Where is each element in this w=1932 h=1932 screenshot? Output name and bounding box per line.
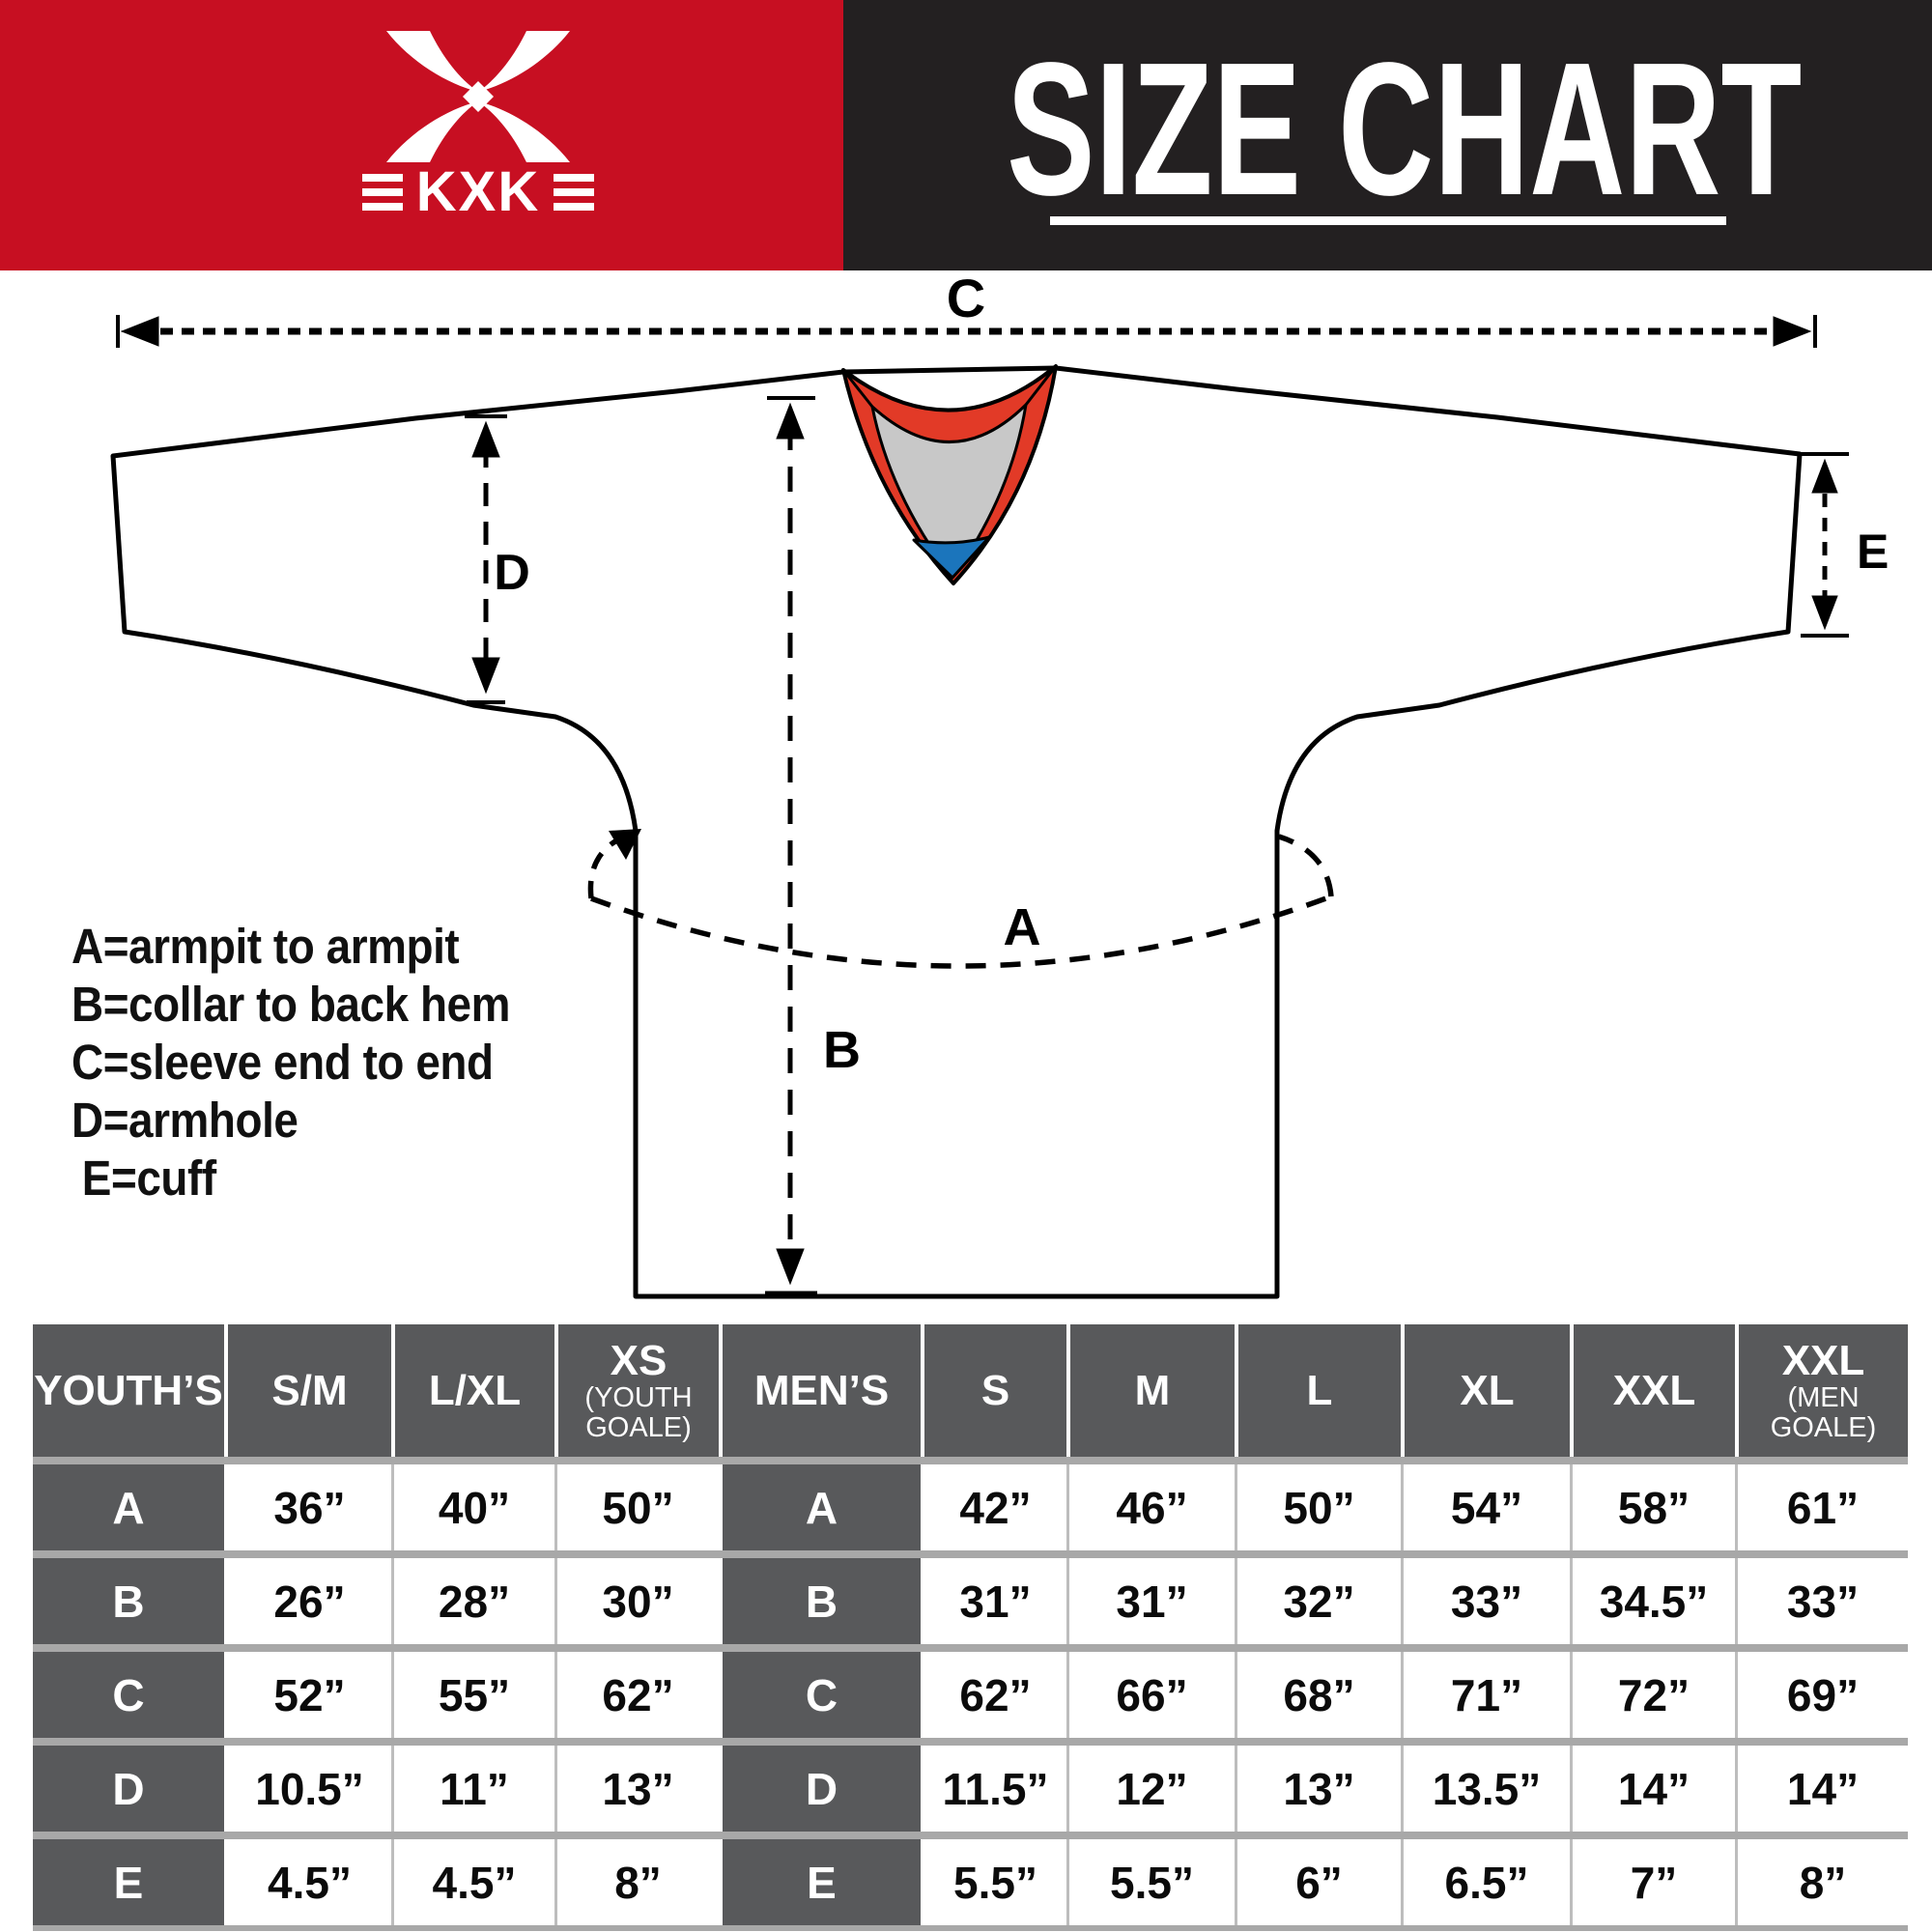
cell-youth-sm-d: 10.5” [224,1746,391,1832]
cell-youth-sm-e: 4.5” [224,1839,391,1925]
cell-men-xxl-c: 72” [1570,1652,1735,1738]
cell-youth-xs-a: 50” [554,1464,719,1550]
cell-men-l-d: 13” [1235,1746,1401,1832]
cell-men-s-d: 11.5” [921,1746,1066,1832]
cell-youth-xs-b: 30” [554,1558,719,1644]
collar-blue-tip [912,535,991,580]
legend-line-a: A=armpit to armpit [71,919,460,974]
cell-men-s-e: 5.5” [921,1839,1066,1925]
cell-men-xxl-d: 14” [1570,1746,1735,1832]
measure-arrow-b [765,396,817,1296]
cell-men-s-b: 31” [921,1558,1066,1644]
cell-youth-xs-d: 13” [554,1746,719,1832]
cell-youth-lxl-d: 11” [391,1746,554,1832]
col-header-l: L [1235,1324,1401,1457]
legend-line-c: C=sleeve end to end [71,1035,494,1090]
cell-men-xxl-e: 7” [1570,1839,1735,1925]
col-header-lxl: L/XL [391,1324,554,1457]
col-header-mens: MEN’S [719,1324,921,1457]
cell-men-xl-e: 6.5” [1401,1839,1570,1925]
col-header-youths: YOUTH’S [33,1324,224,1457]
logo-bars-left-icon [361,174,403,211]
collar [841,364,1058,585]
logo-bars-right-icon [554,174,595,211]
row-label-men-c: C [719,1652,921,1738]
col-header-xxl-men-goalie: XXL (MEN GOALE) [1735,1324,1908,1457]
collar-inner-gray [870,403,1028,580]
cell-youth-sm-c: 52” [224,1652,391,1738]
cell-youth-lxl-e: 4.5” [391,1839,554,1925]
cell-men-xxl-b: 34.5” [1570,1558,1735,1644]
cell-men-l-b: 32” [1235,1558,1401,1644]
col-header-xxl: XXL [1570,1324,1735,1457]
cell-men-xxlg-e: 8” [1735,1839,1908,1925]
row-label-d: D [33,1746,224,1832]
cell-youth-lxl-c: 55” [391,1652,554,1738]
cell-youth-sm-a: 36” [224,1464,391,1550]
row-label-men-a: A [719,1464,921,1550]
row-label-e: E [33,1839,224,1925]
logo-wordmark: KXK [116,164,840,220]
jersey-outline [110,365,1803,1299]
measure-label-d: D [494,545,530,601]
cell-men-l-e: 6” [1235,1839,1401,1925]
row-label-men-e: E [719,1839,921,1925]
cell-men-m-d: 12” [1066,1746,1235,1832]
measure-label-c: C [947,268,985,328]
legend-line-b: B=collar to back hem [71,977,510,1032]
cell-men-xl-d: 13.5” [1401,1746,1570,1832]
brand-logo-icon [386,31,570,162]
brand-banner: KXK [0,0,843,270]
cell-youth-xs-e: 8” [554,1839,719,1925]
cell-men-xxlg-c: 69” [1735,1652,1908,1738]
title-underline [1049,216,1726,225]
logo-x-icon [386,31,570,162]
measure-ellipse-a [587,829,1334,969]
cell-men-s-c: 62” [921,1652,1066,1738]
row-label-men-b: B [719,1558,921,1644]
row-label-c: C [33,1652,224,1738]
cell-men-xl-b: 33” [1401,1558,1570,1644]
page-title: SIZE CHART [1007,23,1803,235]
col-header-xs-youth-goalie: XS (YOUTH GOALE) [554,1324,719,1457]
col-header-m: M [1066,1324,1235,1457]
size-table: YOUTH’S S/M L/XL XS (YOUTH GOALE) MEN’S S… [33,1324,1908,1931]
cell-men-xxl-a: 58” [1570,1464,1735,1550]
col-header-s: S [921,1324,1066,1457]
cell-men-m-c: 66” [1066,1652,1235,1738]
cell-men-m-a: 46” [1066,1464,1235,1550]
cell-youth-lxl-a: 40” [391,1464,554,1550]
measure-label-e: E [1857,525,1889,579]
legend-line-e: E=cuff [81,1151,216,1206]
measure-arrow-c [116,315,1817,348]
measure-label-b: B [823,1021,861,1079]
title-banner: SIZE CHART [843,0,1932,270]
collar-fold-lines [841,365,1058,408]
measure-arrow-e [1801,452,1849,638]
cell-men-m-e: 5.5” [1066,1839,1235,1925]
col-header-sm: S/M [224,1324,391,1457]
cell-men-xxlg-a: 61” [1735,1464,1908,1550]
row-label-men-d: D [719,1746,921,1832]
cell-men-xl-c: 71” [1401,1652,1570,1738]
logo-text: KXK [415,160,541,223]
cell-youth-sm-b: 26” [224,1558,391,1644]
row-label-a: A [33,1464,224,1550]
col-header-xl: XL [1401,1324,1570,1457]
measure-arrow-d [465,414,507,704]
cell-youth-xs-c: 62” [554,1652,719,1738]
cell-men-m-b: 31” [1066,1558,1235,1644]
row-label-b: B [33,1558,224,1644]
legend-line-d: D=armhole [71,1093,298,1148]
cell-men-l-c: 68” [1235,1652,1401,1738]
cell-men-xl-a: 54” [1401,1464,1570,1550]
cell-men-xxlg-d: 14” [1735,1746,1908,1832]
cell-youth-lxl-b: 28” [391,1558,554,1644]
measurement-legend: A=armpit to armpit B=collar to back hem … [71,918,510,1208]
measure-label-a: A [1004,898,1041,956]
cell-men-xxlg-b: 33” [1735,1558,1908,1644]
cell-men-l-a: 50” [1235,1464,1401,1550]
cell-men-s-a: 42” [921,1464,1066,1550]
